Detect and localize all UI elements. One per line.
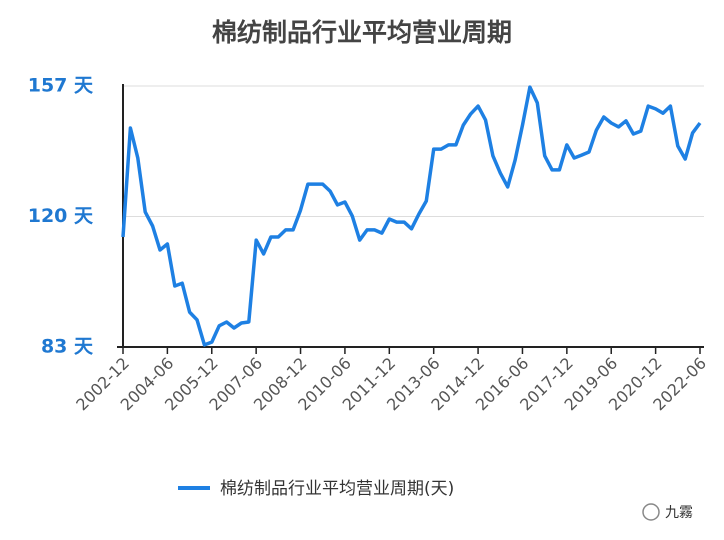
watermark: 九霧: [665, 505, 693, 521]
chart-title: 棉纺制品行业平均营业周期: [212, 18, 512, 47]
watermark-icon: [642, 503, 660, 521]
series-line: [121, 85, 702, 347]
legend-label: 棉纺制品行业平均营业周期(天): [220, 479, 454, 499]
y-tick-label: 120 天: [28, 205, 94, 227]
y-tick-label: 157 天: [28, 75, 94, 97]
y-tick-label: 83 天: [41, 336, 94, 358]
